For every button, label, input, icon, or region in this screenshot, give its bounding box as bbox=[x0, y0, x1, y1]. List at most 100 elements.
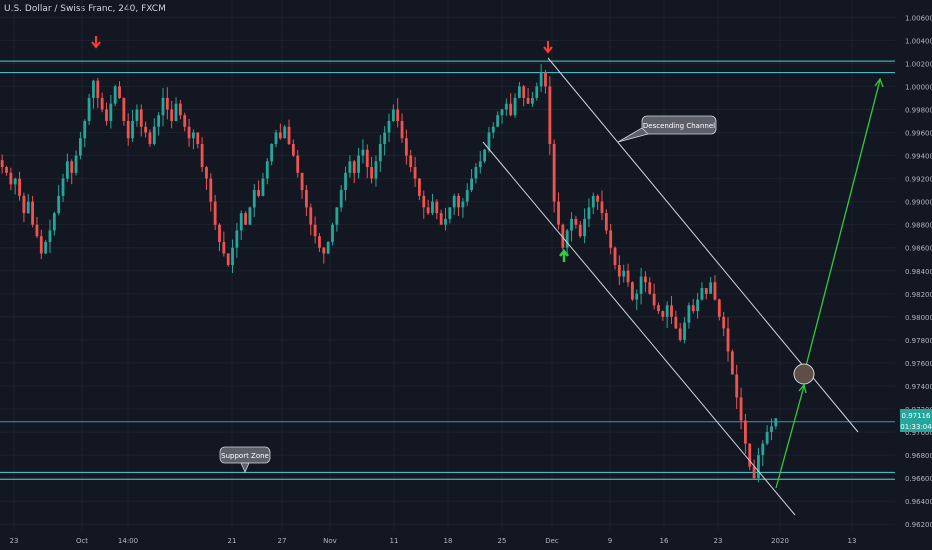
candle-body bbox=[726, 328, 730, 352]
candle-body bbox=[144, 126, 148, 133]
candle-body bbox=[709, 282, 713, 294]
candle-body bbox=[548, 86, 552, 145]
candle-body bbox=[761, 443, 765, 456]
x-tick-label: 9 bbox=[608, 537, 612, 545]
candle-body bbox=[613, 247, 617, 265]
candle-body bbox=[370, 167, 374, 179]
candle-body bbox=[344, 172, 347, 191]
candle-body bbox=[678, 328, 682, 340]
support-callout-label: Support Zone bbox=[221, 452, 269, 460]
candle-body bbox=[674, 316, 678, 329]
candle-body bbox=[535, 86, 539, 98]
candle-body bbox=[205, 167, 208, 179]
candle-body bbox=[222, 241, 226, 254]
candle-body bbox=[539, 72, 543, 87]
candle-body bbox=[617, 265, 621, 277]
channel-callout-pointer bbox=[617, 127, 649, 143]
projection-line-2 bbox=[805, 79, 881, 367]
candle-body bbox=[413, 167, 417, 179]
candle-body bbox=[509, 103, 513, 116]
candle-body bbox=[192, 132, 195, 139]
candle-body bbox=[552, 144, 556, 202]
candle-body bbox=[113, 86, 117, 104]
candle-body bbox=[609, 230, 613, 248]
candle-body bbox=[626, 270, 630, 283]
breakout-marker bbox=[793, 363, 815, 385]
candle-body bbox=[196, 132, 200, 145]
candle-body bbox=[587, 207, 591, 219]
candle-body bbox=[361, 149, 365, 156]
candle-body bbox=[187, 126, 191, 139]
y-tick-label: 0.99800 bbox=[905, 106, 932, 114]
candle-body bbox=[13, 178, 17, 185]
candle-body bbox=[122, 97, 126, 121]
candle-body bbox=[770, 426, 773, 433]
candle-body bbox=[574, 218, 578, 225]
candle-body bbox=[357, 155, 360, 173]
candle-body bbox=[209, 178, 213, 202]
candle-body bbox=[183, 115, 187, 127]
candle-body bbox=[422, 195, 426, 208]
candle-body bbox=[283, 126, 287, 139]
candle-body bbox=[570, 218, 573, 231]
candle-body bbox=[70, 161, 74, 173]
y-tick-label: 1.00000 bbox=[905, 83, 932, 91]
candle-body bbox=[561, 224, 565, 248]
candle-body bbox=[391, 109, 395, 121]
candle-body bbox=[478, 161, 482, 168]
candle-body bbox=[231, 247, 234, 265]
candle-body bbox=[522, 86, 526, 98]
candle-body bbox=[387, 120, 391, 133]
candle-body bbox=[531, 97, 534, 104]
candle-body bbox=[44, 241, 48, 254]
candle-body bbox=[739, 397, 743, 421]
candle-body bbox=[261, 178, 265, 196]
candle-body bbox=[630, 282, 634, 300]
candle-body bbox=[170, 109, 174, 121]
candle-body bbox=[665, 305, 669, 317]
candle-body bbox=[318, 236, 321, 248]
candle-body bbox=[504, 103, 508, 110]
candle-body bbox=[683, 322, 686, 340]
candle-body bbox=[226, 253, 230, 265]
candle-body bbox=[748, 443, 752, 467]
x-tick-label: 14:00 bbox=[118, 537, 138, 545]
y-tick-label: 0.98400 bbox=[905, 268, 932, 276]
candle-body bbox=[296, 155, 300, 173]
green-up-arrow-icon bbox=[559, 248, 569, 262]
y-tick-label: 0.97800 bbox=[905, 337, 932, 345]
candle-body bbox=[722, 316, 726, 329]
candle-body bbox=[118, 86, 121, 98]
candle-body bbox=[335, 207, 339, 225]
candle-body bbox=[100, 97, 104, 110]
candle-body bbox=[418, 178, 421, 196]
candle-body bbox=[526, 97, 530, 104]
y-tick-label: 0.98200 bbox=[905, 291, 932, 299]
y-tick-label: 0.97400 bbox=[905, 383, 932, 391]
red-down-arrow-icon bbox=[91, 36, 101, 49]
candle-body bbox=[274, 132, 278, 145]
x-tick-label: 13 bbox=[848, 537, 857, 545]
candle-body bbox=[52, 213, 56, 231]
x-tick-label: 25 bbox=[498, 537, 507, 545]
candle-body bbox=[596, 195, 600, 202]
red-down-arrow-icon bbox=[543, 41, 553, 54]
candle-body bbox=[483, 149, 487, 162]
candle-body bbox=[326, 241, 330, 254]
candle-body bbox=[57, 195, 61, 214]
candle-body bbox=[444, 218, 447, 225]
y-tick-label: 0.98800 bbox=[905, 222, 932, 230]
current-price-badge bbox=[900, 409, 932, 432]
candle-body bbox=[600, 201, 604, 214]
candle-body bbox=[396, 109, 400, 121]
candle-body bbox=[461, 201, 465, 208]
y-tick-label: 1.00200 bbox=[905, 60, 932, 68]
y-tick-label: 0.99400 bbox=[905, 153, 932, 161]
candle-body bbox=[157, 115, 161, 127]
candle-body bbox=[565, 230, 569, 248]
candle-countdown-label: 01:33:04 bbox=[900, 423, 932, 431]
candle-body bbox=[105, 109, 108, 121]
candle-body bbox=[717, 299, 721, 317]
candle-body bbox=[31, 201, 35, 225]
